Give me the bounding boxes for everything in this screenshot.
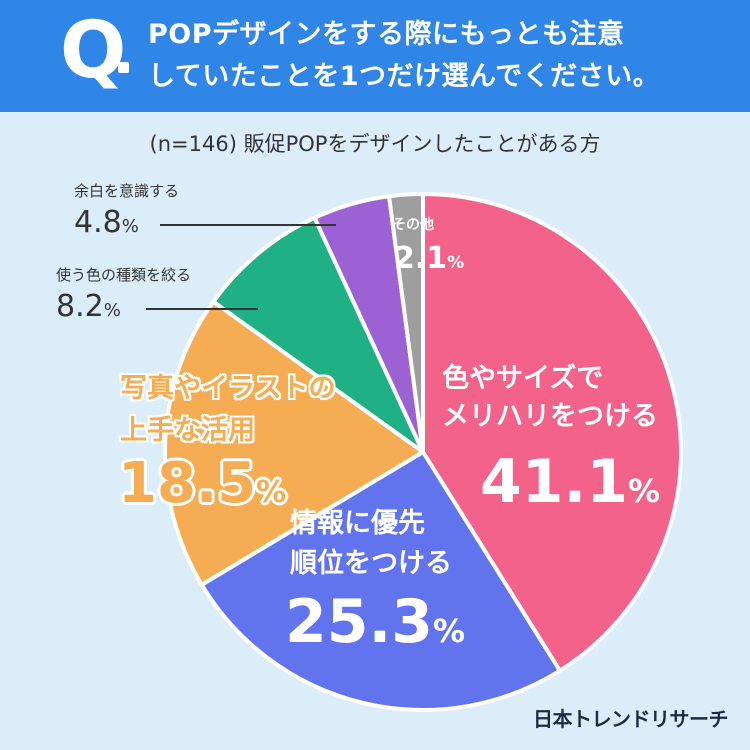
slice-label-priority: 情報に優先 順位をつける [290, 504, 510, 584]
slice-priority [199, 450, 562, 712]
slice-label-limit-colors: 使う色の種類を絞る [56, 266, 192, 284]
slice-value-other-unit: % [447, 253, 465, 273]
slice-value-priority-unit: % [433, 612, 466, 650]
slice-value-other: 2.1% [394, 244, 464, 274]
slice-other [387, 192, 425, 454]
slice-photos [163, 299, 425, 587]
slice-value-whitespace-number: 4.8 [74, 205, 122, 240]
question-header: Q POPデザインをする際にもっとも注意 していたことを1つだけ選んでください。 [0, 0, 750, 112]
chart-subtitle: (n=146) 販促POPをデザインしたことがある方 [149, 132, 601, 156]
brand-logo: 日本トレンドリサーチ [533, 707, 729, 731]
slice-label-photos-line1: 写真やイラストの [120, 373, 336, 404]
question-text: POPデザインをする際にもっとも注意 していたことを1つだけ選んでください。 [148, 14, 728, 98]
slice-value-photos-unit: % [256, 475, 287, 510]
slice-label-whitespace: 余白を意識する [74, 182, 180, 200]
slice-value-photos: 18.5% [118, 456, 286, 512]
slice-label-color-size-line1: 色やサイズで [442, 363, 604, 394]
slice-value-color-size-number: 41.1 [480, 447, 629, 517]
slice-label-color-size-line2: メリハリをつける [442, 401, 658, 432]
slice-value-other-number: 2.1 [394, 241, 448, 276]
slice-value-photos-number: 18.5 [118, 451, 257, 516]
question-line-1: POPデザインをする際にもっとも注意 [148, 19, 625, 50]
slice-value-priority-number: 25.3 [285, 587, 434, 657]
slice-label-color-size: 色やサイズで メリハリをつける [442, 360, 682, 436]
question-line-2: していたことを1つだけ選んでください。 [148, 61, 661, 92]
slice-value-priority: 25.3% [285, 592, 465, 652]
slice-value-color-size-unit: % [628, 472, 661, 510]
q-dot [118, 62, 129, 73]
slice-label-photos-line2: 上手な活用 [120, 415, 255, 446]
slice-label-photos: 写真やイラストの 上手な活用 [120, 368, 380, 452]
q-mark: Q [60, 6, 127, 96]
slice-label-priority-line2: 順位をつける [290, 548, 452, 579]
slice-value-whitespace-unit: % [121, 216, 139, 237]
slice-label-other: その他 [392, 217, 434, 233]
slice-limit-colors [211, 215, 425, 454]
slice-value-limit-colors-number: 8.2 [56, 289, 104, 324]
slice-value-whitespace: 4.8% [74, 208, 139, 238]
slice-value-limit-colors-unit: % [103, 300, 121, 321]
slice-value-limit-colors: 8.2% [56, 292, 121, 322]
slice-label-priority-line1: 情報に優先 [290, 508, 425, 539]
slice-value-color-size: 41.1% [480, 452, 660, 512]
